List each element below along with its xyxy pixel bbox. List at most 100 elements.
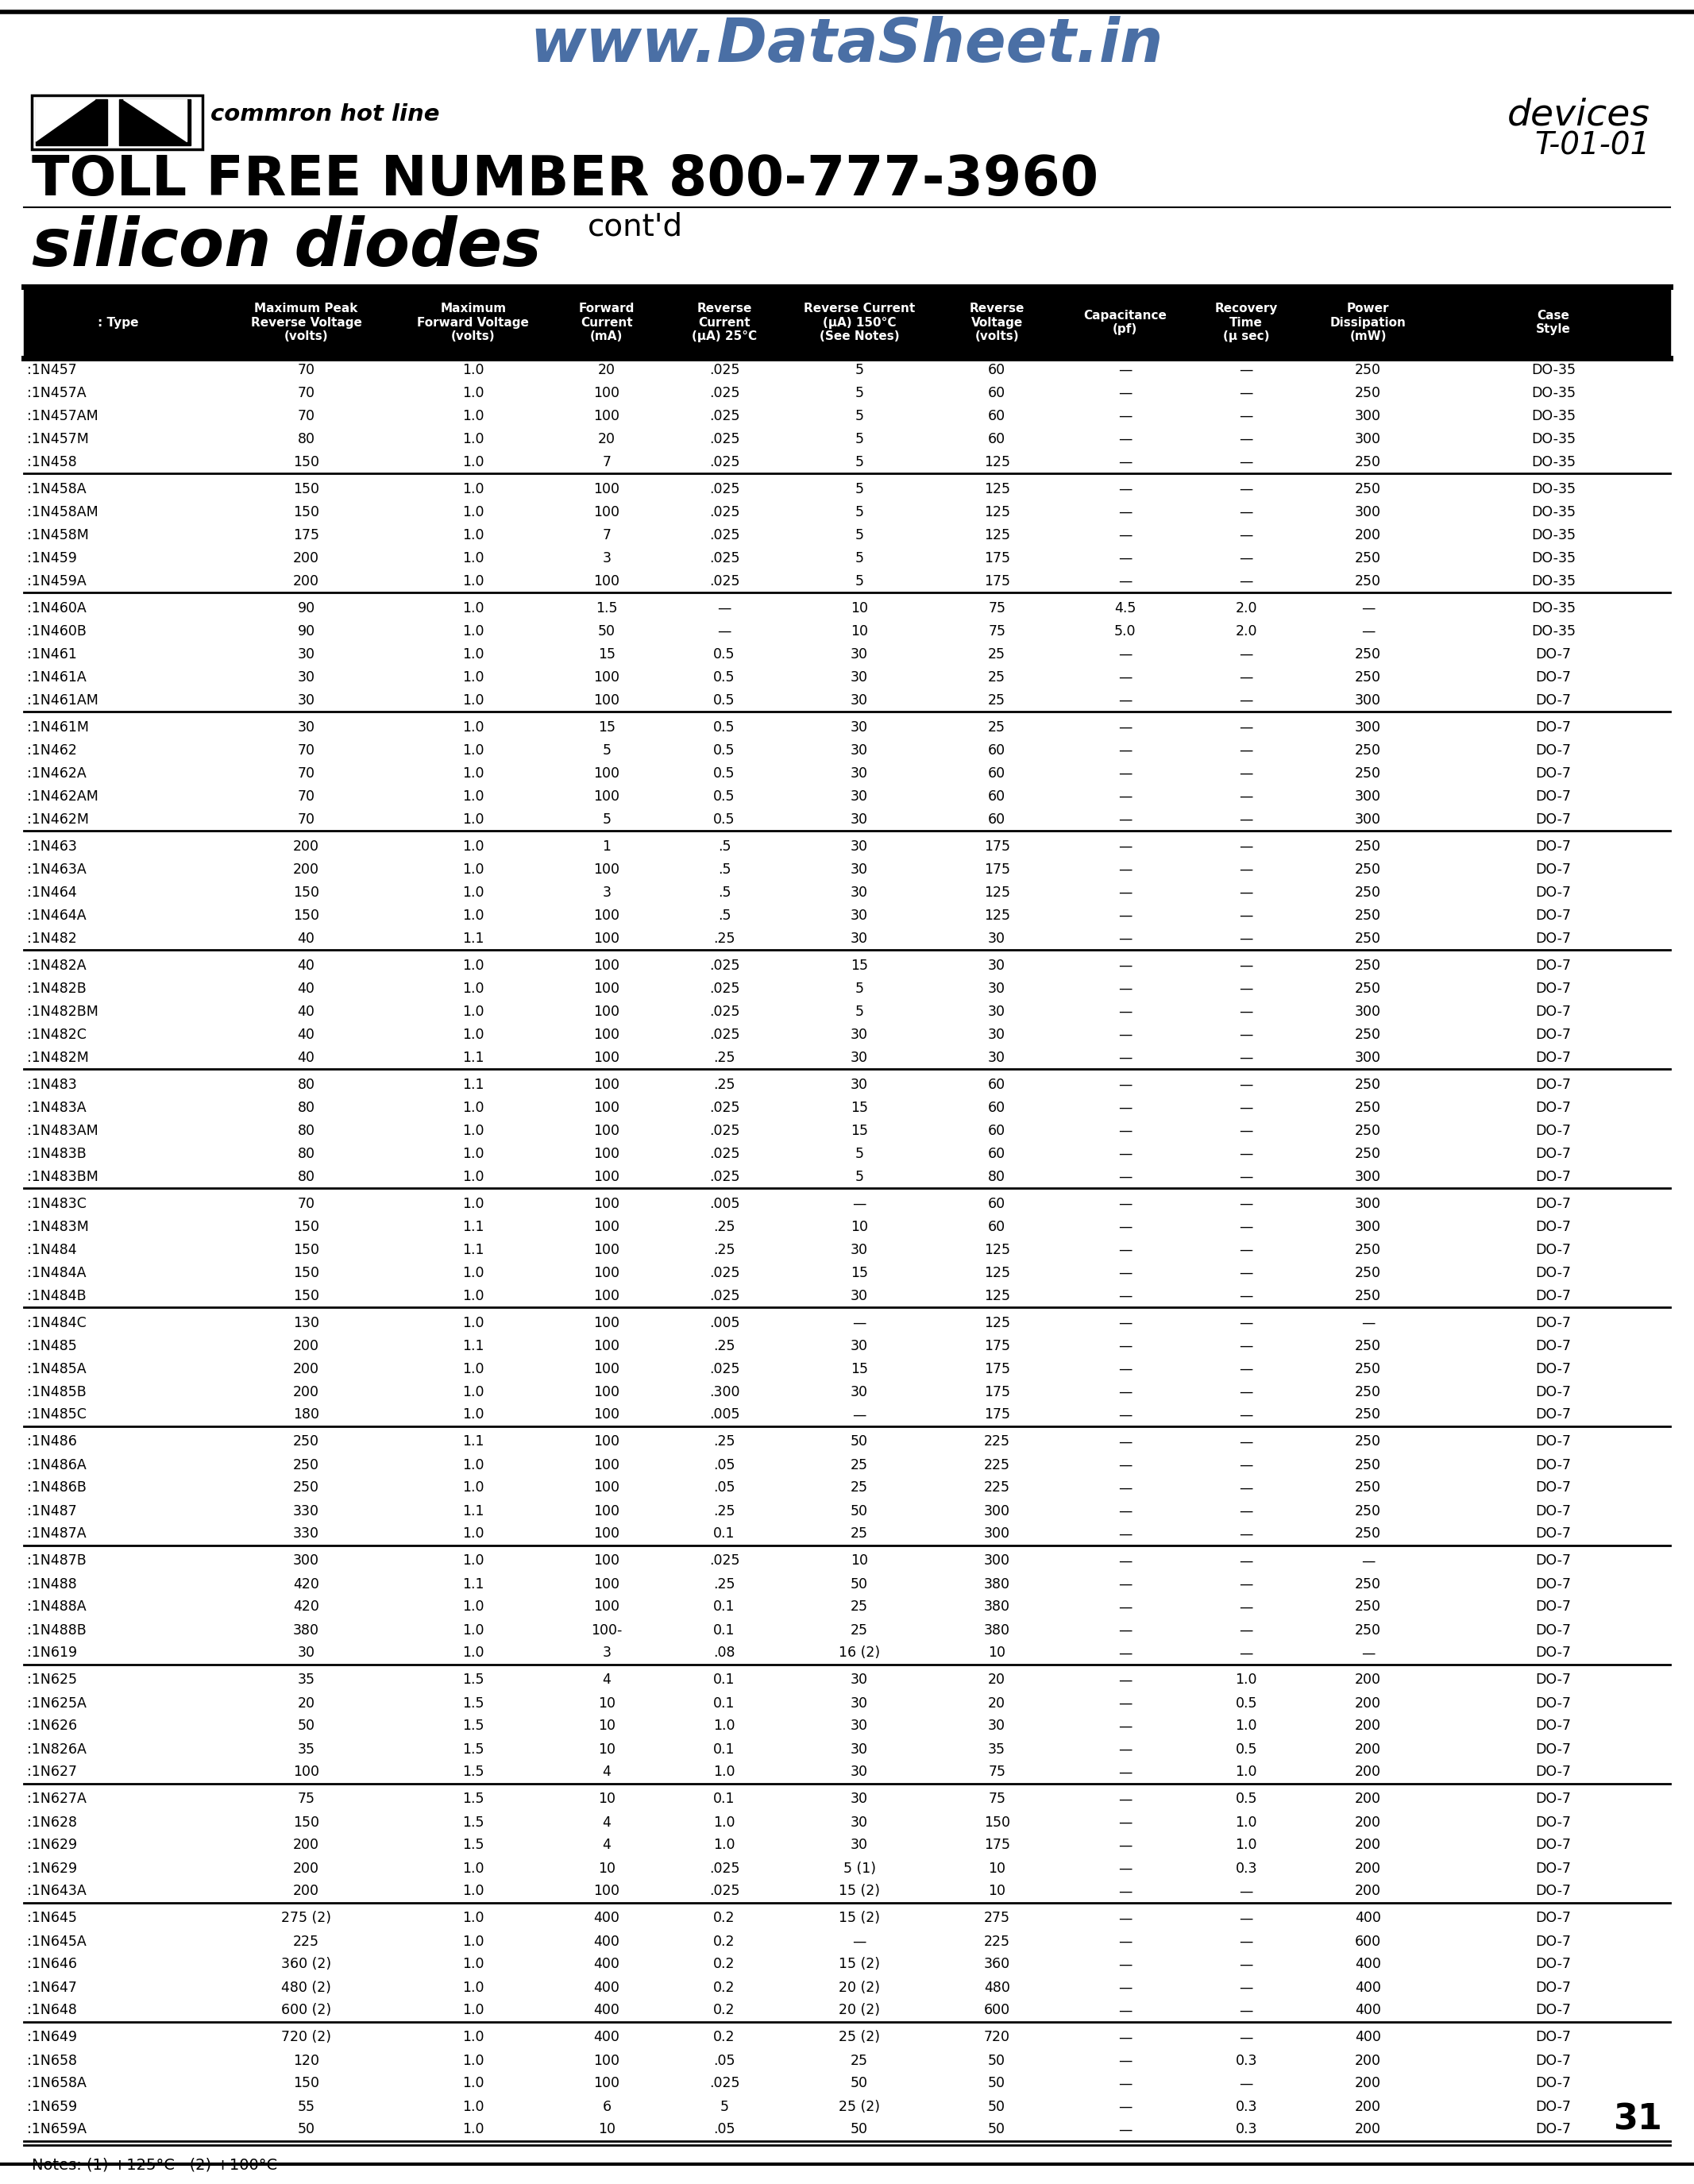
Text: —: — bbox=[1240, 930, 1254, 946]
Text: DO-7: DO-7 bbox=[1535, 1601, 1570, 1614]
Text: Reverse Current
(µA) 150°C
(See Notes): Reverse Current (µA) 150°C (See Notes) bbox=[803, 304, 915, 343]
Text: 25: 25 bbox=[850, 1457, 867, 1472]
Text: —: — bbox=[1240, 812, 1254, 826]
Text: 1.0: 1.0 bbox=[462, 1957, 484, 1972]
Text: DO-7: DO-7 bbox=[1535, 1197, 1570, 1210]
Text: :1N627: :1N627 bbox=[27, 1765, 76, 1780]
Text: 60: 60 bbox=[988, 408, 1006, 424]
Text: 0.5: 0.5 bbox=[713, 692, 735, 708]
Text: 40: 40 bbox=[298, 981, 315, 996]
Text: 1.0: 1.0 bbox=[462, 1911, 484, 1926]
Text: 5: 5 bbox=[855, 529, 864, 542]
Text: 175: 175 bbox=[984, 839, 1010, 854]
Text: 100: 100 bbox=[593, 767, 620, 780]
Text: 30: 30 bbox=[988, 1005, 1006, 1018]
Text: :1N488: :1N488 bbox=[27, 1577, 76, 1592]
Text: 25: 25 bbox=[850, 1601, 867, 1614]
Text: 20: 20 bbox=[988, 1673, 1006, 1688]
Text: :1N628: :1N628 bbox=[27, 1815, 76, 1830]
Text: :1N645A: :1N645A bbox=[27, 1935, 86, 1948]
Text: DO-7: DO-7 bbox=[1535, 1673, 1570, 1688]
Text: 1.0: 1.0 bbox=[462, 2099, 484, 2114]
Text: —: — bbox=[1240, 1957, 1254, 1972]
Text: DO-7: DO-7 bbox=[1535, 1743, 1570, 1756]
Text: 30: 30 bbox=[298, 646, 315, 662]
Text: 5.0: 5.0 bbox=[1115, 625, 1137, 638]
Text: —: — bbox=[1118, 1168, 1132, 1184]
Text: DO-35: DO-35 bbox=[1531, 432, 1575, 446]
Text: 100: 100 bbox=[593, 1885, 620, 1898]
Text: 1.5: 1.5 bbox=[462, 1743, 484, 1756]
Text: :1N619: :1N619 bbox=[27, 1647, 78, 1660]
Text: 250: 250 bbox=[1355, 1481, 1381, 1496]
Text: 30: 30 bbox=[298, 692, 315, 708]
Text: .025: .025 bbox=[710, 505, 740, 520]
Text: 30: 30 bbox=[850, 646, 867, 662]
Text: 100: 100 bbox=[593, 1026, 620, 1042]
Text: 10: 10 bbox=[598, 1861, 615, 1876]
Text: —: — bbox=[1240, 1385, 1254, 1400]
Text: 60: 60 bbox=[988, 1123, 1006, 1138]
Text: Maximum
Forward Voltage
(volts): Maximum Forward Voltage (volts) bbox=[417, 304, 529, 343]
Text: DO-7: DO-7 bbox=[1535, 1793, 1570, 1806]
Text: 100: 100 bbox=[593, 959, 620, 972]
Text: DO-7: DO-7 bbox=[1535, 1765, 1570, 1780]
Text: :1N460B: :1N460B bbox=[27, 625, 86, 638]
Text: 5: 5 bbox=[855, 1005, 864, 1018]
Text: 200: 200 bbox=[1355, 1673, 1381, 1688]
Text: —: — bbox=[1240, 1197, 1254, 1210]
Text: 1.5: 1.5 bbox=[462, 1839, 484, 1852]
Text: 250: 250 bbox=[1355, 1505, 1381, 1518]
Text: —: — bbox=[1118, 1743, 1132, 1756]
Text: 50: 50 bbox=[988, 2053, 1006, 2068]
Text: —: — bbox=[1118, 1793, 1132, 1806]
Text: 175: 175 bbox=[984, 550, 1010, 566]
Text: 50: 50 bbox=[988, 2123, 1006, 2136]
Text: 75: 75 bbox=[988, 1793, 1006, 1806]
Text: 125: 125 bbox=[984, 909, 1010, 922]
Text: DO-7: DO-7 bbox=[1535, 930, 1570, 946]
Text: silicon diodes: silicon diodes bbox=[32, 216, 542, 280]
Text: 30: 30 bbox=[298, 721, 315, 734]
Text: 20 (2): 20 (2) bbox=[839, 1981, 879, 1994]
Text: 100: 100 bbox=[593, 1147, 620, 1160]
Text: DO-7: DO-7 bbox=[1535, 1815, 1570, 1830]
Text: .025: .025 bbox=[710, 1861, 740, 1876]
Text: 100: 100 bbox=[293, 1765, 318, 1780]
Text: —: — bbox=[1240, 1981, 1254, 1994]
Text: 250: 250 bbox=[1355, 767, 1381, 780]
Text: 400: 400 bbox=[1355, 1911, 1381, 1926]
Text: :1N629: :1N629 bbox=[27, 1839, 78, 1852]
Text: 4: 4 bbox=[603, 1815, 612, 1830]
Text: —: — bbox=[1362, 1315, 1376, 1330]
Text: 600: 600 bbox=[1355, 1935, 1381, 1948]
Text: —: — bbox=[1240, 1409, 1254, 1422]
Text: DO-7: DO-7 bbox=[1535, 788, 1570, 804]
Text: 20: 20 bbox=[598, 432, 615, 446]
Text: —: — bbox=[1240, 408, 1254, 424]
Text: 100: 100 bbox=[593, 1265, 620, 1280]
Text: :1N488B: :1N488B bbox=[27, 1623, 86, 1638]
Text: 1.0: 1.0 bbox=[462, 1861, 484, 1876]
Text: 125: 125 bbox=[984, 505, 1010, 520]
Text: —: — bbox=[1118, 788, 1132, 804]
Text: 60: 60 bbox=[988, 1077, 1006, 1092]
Text: 100: 100 bbox=[593, 1123, 620, 1138]
Text: 200: 200 bbox=[1355, 2053, 1381, 2068]
Text: 100-: 100- bbox=[591, 1623, 622, 1638]
Text: —: — bbox=[1240, 909, 1254, 922]
Text: —: — bbox=[1240, 1601, 1254, 1614]
Text: :1N457: :1N457 bbox=[27, 363, 76, 378]
Text: .5: .5 bbox=[718, 863, 730, 876]
Text: 1.0: 1.0 bbox=[462, 670, 484, 684]
Text: :1N486A: :1N486A bbox=[27, 1457, 86, 1472]
Text: :1N483A: :1N483A bbox=[27, 1101, 86, 1114]
Text: :1N647: :1N647 bbox=[27, 1981, 76, 1994]
Text: —: — bbox=[1118, 1197, 1132, 1210]
Text: .025: .025 bbox=[710, 574, 740, 587]
Text: —: — bbox=[1118, 1553, 1132, 1568]
Text: 50: 50 bbox=[850, 1505, 867, 1518]
Text: 35: 35 bbox=[298, 1743, 315, 1756]
Text: 250: 250 bbox=[293, 1481, 318, 1496]
Text: 0.5: 0.5 bbox=[1235, 1793, 1257, 1806]
